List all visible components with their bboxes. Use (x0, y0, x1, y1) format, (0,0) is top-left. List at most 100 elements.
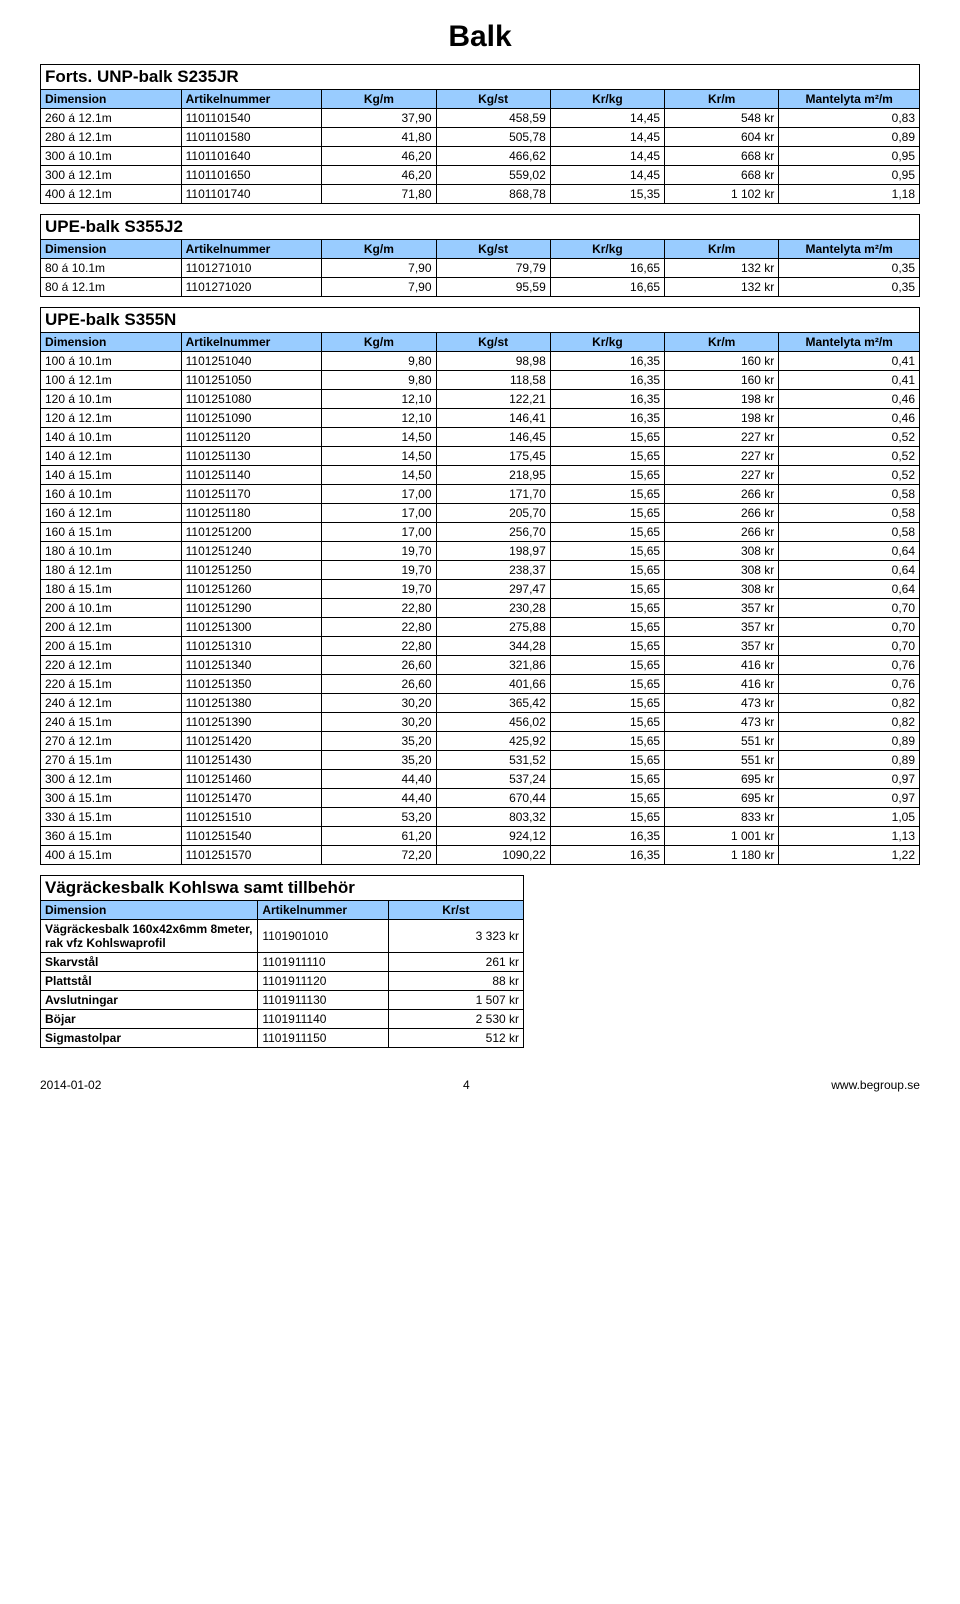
table-cell: 357 kr (665, 637, 779, 656)
table-cell: 537,24 (436, 770, 550, 789)
table-cell: 0,58 (779, 523, 920, 542)
table-cell: 15,65 (550, 485, 664, 504)
table-cell: 15,65 (550, 542, 664, 561)
table-cell: 668 kr (665, 147, 779, 166)
table-row: 140 á 15.1m110125114014,50218,9515,65227… (41, 466, 920, 485)
table-cell: 0,41 (779, 371, 920, 390)
table-row: 400 á 15.1m110125157072,201090,2216,351 … (41, 846, 920, 865)
table-cell: 1101251090 (181, 409, 322, 428)
table-cell: 15,65 (550, 580, 664, 599)
tables-container: Forts. UNP-balk S235JRDimensionArtikelnu… (40, 64, 920, 865)
table-row: 180 á 12.1m110125125019,70238,3715,65308… (41, 561, 920, 580)
table-row: 280 á 12.1m110110158041,80505,7814,45604… (41, 128, 920, 147)
table-cell: 218,95 (436, 466, 550, 485)
table-cell: 260 á 12.1m (41, 109, 182, 128)
table-row: Skarvstål1101911110261 kr (41, 953, 524, 972)
table-cell: 240 á 12.1m (41, 694, 182, 713)
data-table: DimensionArtikelnummerKg/mKg/stKr/kgKr/m… (40, 89, 920, 204)
table-cell: 1,05 (779, 808, 920, 827)
table-cell: 1101911140 (258, 1010, 388, 1029)
table-cell: Böjar (41, 1010, 258, 1029)
table-cell: 146,45 (436, 428, 550, 447)
table-cell: 0,52 (779, 447, 920, 466)
table-cell: 1101271020 (181, 278, 322, 297)
table-cell: 240 á 15.1m (41, 713, 182, 732)
table-cell: 22,80 (322, 599, 436, 618)
table-cell: 308 kr (665, 561, 779, 580)
table-cell: 180 á 12.1m (41, 561, 182, 580)
table-row: 270 á 12.1m110125142035,20425,9215,65551… (41, 732, 920, 751)
table-cell: 256,70 (436, 523, 550, 542)
table-cell: 200 á 15.1m (41, 637, 182, 656)
table-row: Vägräckesbalk 160x42x6mm 8meter, rak vfz… (41, 920, 524, 953)
table-row: Böjar11019111402 530 kr (41, 1010, 524, 1029)
column-header: Kr/m (665, 333, 779, 352)
table-cell: 0,46 (779, 409, 920, 428)
table-cell: 120 á 12.1m (41, 409, 182, 428)
section-title: UPE-balk S355J2 (40, 214, 920, 239)
table-cell: Sigmastolpar (41, 1029, 258, 1048)
table-cell: 15,65 (550, 808, 664, 827)
column-header: Artikelnummer (181, 333, 322, 352)
table-cell: 1101251120 (181, 428, 322, 447)
column-header: Kg/st (436, 240, 550, 259)
table-cell: 1101251200 (181, 523, 322, 542)
table-cell: 261 kr (388, 953, 523, 972)
table-cell: 1101251420 (181, 732, 322, 751)
table-cell: 30,20 (322, 713, 436, 732)
table-cell: 360 á 15.1m (41, 827, 182, 846)
table-cell: 160 á 10.1m (41, 485, 182, 504)
section-title: UPE-balk S355N (40, 307, 920, 332)
table-cell: 15,65 (550, 561, 664, 580)
table-cell: 17,00 (322, 485, 436, 504)
table-cell: 803,32 (436, 808, 550, 827)
table-cell: 9,80 (322, 371, 436, 390)
table-cell: 14,45 (550, 147, 664, 166)
table-cell: 1101101650 (181, 166, 322, 185)
table-cell: 1101251260 (181, 580, 322, 599)
table-cell: 15,65 (550, 656, 664, 675)
section-title: Vägräckesbalk Kohlswa samt tillbehör (40, 875, 524, 900)
table-cell: 22,80 (322, 618, 436, 637)
table-cell: 0,52 (779, 428, 920, 447)
table-cell: 100 á 12.1m (41, 371, 182, 390)
table-cell: 1101251080 (181, 390, 322, 409)
table-cell: 160 kr (665, 371, 779, 390)
table-cell: 0,95 (779, 166, 920, 185)
table-cell: 695 kr (665, 770, 779, 789)
table-cell: 280 á 12.1m (41, 128, 182, 147)
table-cell: 118,58 (436, 371, 550, 390)
table-cell: 35,20 (322, 751, 436, 770)
table-cell: 140 á 15.1m (41, 466, 182, 485)
table-cell: 1101101540 (181, 109, 322, 128)
table-row: 240 á 12.1m110125138030,20365,4215,65473… (41, 694, 920, 713)
table-cell: 1101251540 (181, 827, 322, 846)
table-row: 260 á 12.1m110110154037,90458,5914,45548… (41, 109, 920, 128)
table-cell: 1 001 kr (665, 827, 779, 846)
table-cell: 37,90 (322, 109, 436, 128)
footer-url: www.begroup.se (831, 1078, 920, 1092)
table-cell: 473 kr (665, 694, 779, 713)
table-row: 160 á 10.1m110125117017,00171,7015,65266… (41, 485, 920, 504)
table-row: 120 á 10.1m110125108012,10122,2116,35198… (41, 390, 920, 409)
table-cell: 1101251170 (181, 485, 322, 504)
table-row: 400 á 12.1m110110174071,80868,7815,351 1… (41, 185, 920, 204)
table-cell: 300 á 15.1m (41, 789, 182, 808)
table-cell: 122,21 (436, 390, 550, 409)
table-row: 100 á 10.1m11012510409,8098,9816,35160 k… (41, 352, 920, 371)
table-row: 140 á 12.1m110125113014,50175,4515,65227… (41, 447, 920, 466)
table-cell: 19,70 (322, 580, 436, 599)
table-cell: 14,45 (550, 128, 664, 147)
table-cell: 220 á 15.1m (41, 675, 182, 694)
table-cell: Skarvstål (41, 953, 258, 972)
table-cell: 0,64 (779, 542, 920, 561)
table-cell: 416 kr (665, 656, 779, 675)
table-row: 200 á 15.1m110125131022,80344,2815,65357… (41, 637, 920, 656)
table-cell: 1101251040 (181, 352, 322, 371)
table-cell: 61,20 (322, 827, 436, 846)
table-cell: 1101251310 (181, 637, 322, 656)
table-cell: 15,65 (550, 732, 664, 751)
table-cell: 0,52 (779, 466, 920, 485)
table-cell: 15,35 (550, 185, 664, 204)
table-cell: 98,98 (436, 352, 550, 371)
